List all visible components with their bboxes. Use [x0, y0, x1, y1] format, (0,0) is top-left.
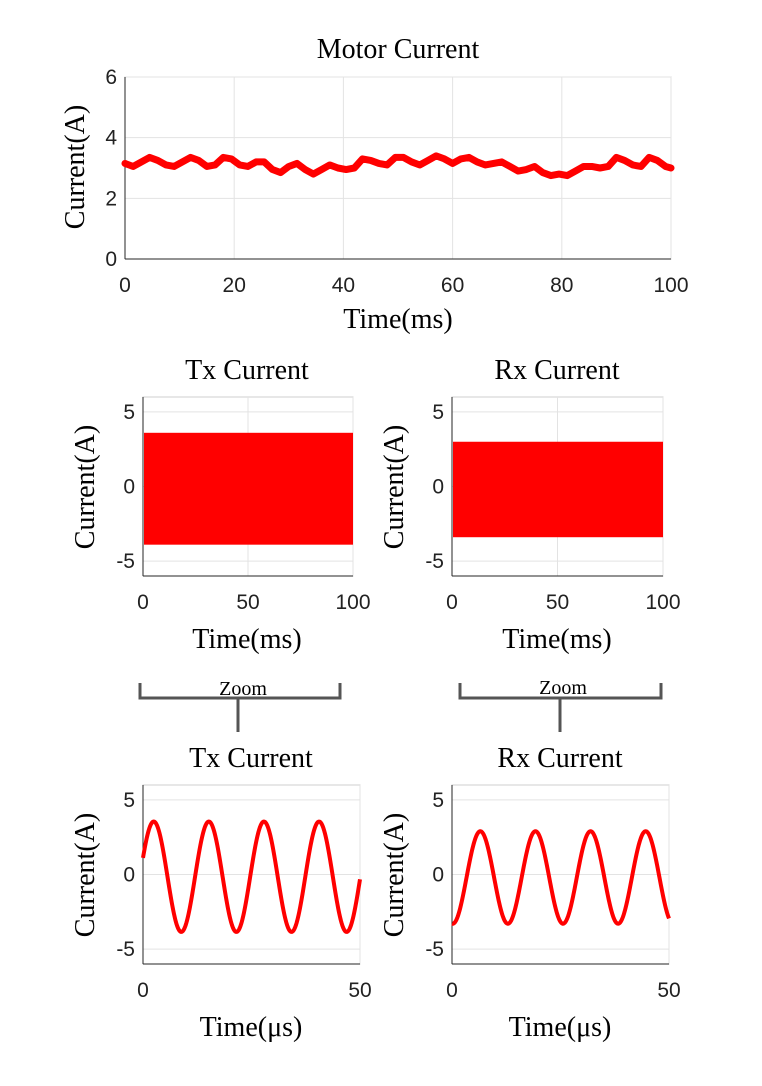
x-axis-label: Time(ms): [343, 304, 452, 335]
rx-current-zoom-chart: Rx Current Time(μs) Current(A) 0 50-505: [379, 743, 681, 1043]
y-tick-label: 5: [123, 789, 135, 812]
series-line: [121, 152, 675, 180]
series-envelope: [144, 432, 353, 545]
y-tick-label: 0: [123, 476, 135, 499]
y-axis-label: Current(A): [70, 813, 101, 937]
x-axis-label: Time(ms): [192, 624, 301, 655]
x-axis-label: Time(μs): [509, 1012, 612, 1043]
x-tick-label: 50: [657, 979, 680, 1002]
y-tick-label: -5: [425, 550, 444, 573]
y-tick-label: 2: [105, 187, 117, 210]
y-tick-label: 5: [432, 789, 444, 812]
x-tick-label: 0: [137, 979, 149, 1002]
y-axis-label: Current(A): [379, 813, 410, 937]
y-tick-label: 6: [105, 66, 117, 89]
y-axis-label: Current(A): [70, 425, 101, 549]
x-axis-label: Time(μs): [200, 1012, 303, 1043]
chart-title: Motor Current: [317, 34, 480, 65]
chart-title: Rx Current: [494, 355, 619, 386]
y-tick-label: -5: [116, 550, 135, 573]
tx-current-zoom-chart: Tx Current Time(μs) Current(A) 0 50-505: [70, 743, 372, 1043]
y-tick-label: -5: [425, 938, 444, 961]
x-tick-label: 0: [446, 979, 458, 1002]
x-tick-label: 100: [653, 274, 688, 297]
x-tick-label: 0: [119, 274, 131, 297]
zoom-label: Zoom: [219, 678, 267, 700]
chart-title: Rx Current: [497, 743, 622, 774]
y-tick-label: 0: [432, 864, 444, 887]
zoom-bracket-left: Zoom: [138, 678, 342, 732]
series-envelope: [453, 441, 663, 538]
y-tick-label: 5: [123, 401, 135, 424]
x-tick-label: 60: [441, 274, 464, 297]
y-tick-label: -5: [116, 938, 135, 961]
x-tick-label: 0: [446, 591, 458, 614]
chart-title: Tx Current: [189, 743, 313, 774]
y-tick-label: 0: [123, 864, 135, 887]
axes: [451, 784, 670, 965]
x-axis-label: Time(ms): [502, 624, 611, 655]
x-tick-label: 50: [348, 979, 371, 1002]
x-tick-label: 100: [645, 591, 680, 614]
zoom-bracket-right: Zoom: [458, 677, 663, 732]
motor-current-chart: Motor Current Time(ms) Current(A) 0 20 40 6…: [60, 34, 689, 335]
y-tick-label: 0: [432, 476, 444, 499]
y-axis-label: Current(A): [60, 105, 91, 229]
x-tick-label: 40: [332, 274, 355, 297]
tx-current-chart: Tx Current Time(ms) Current(A) 0 50 100-50…: [70, 355, 371, 655]
zoom-label: Zoom: [539, 677, 587, 699]
x-tick-label: 50: [236, 591, 259, 614]
y-axis-label: Current(A): [379, 425, 410, 549]
series-line: [450, 829, 671, 926]
x-tick-label: 0: [137, 591, 149, 614]
x-tick-label: 50: [546, 591, 569, 614]
y-tick-label: 4: [105, 127, 117, 150]
rx-current-chart: Rx Current Time(ms) Current(A) 0 50 100-50…: [379, 355, 681, 655]
series-line: [141, 819, 362, 934]
x-tick-label: 20: [223, 274, 246, 297]
y-tick-label: 0: [105, 248, 117, 271]
chart-title: Tx Current: [185, 355, 309, 386]
x-tick-label: 100: [335, 591, 370, 614]
x-tick-label: 80: [550, 274, 573, 297]
y-tick-label: 5: [432, 401, 444, 424]
